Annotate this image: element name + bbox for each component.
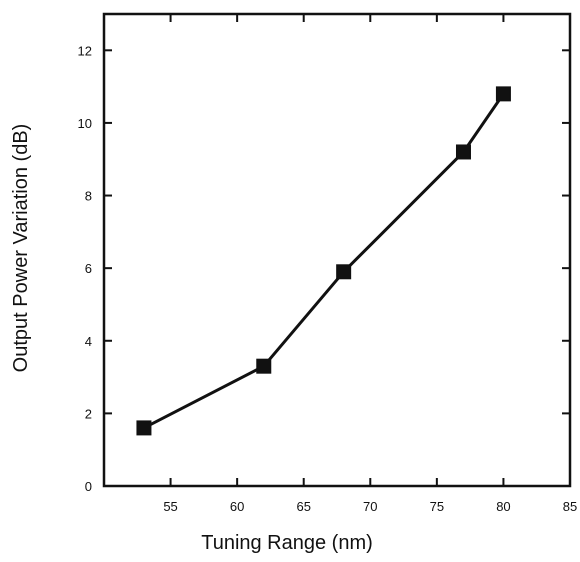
data-markers — [136, 86, 511, 436]
data-point-0-0 — [136, 420, 152, 436]
y-tick-label-8: 8 — [85, 189, 92, 204]
x-axis-title: Tuning Range (nm) — [201, 532, 373, 554]
x-tick-label-70: 70 — [363, 499, 377, 514]
y-tick-label-6: 6 — [85, 261, 92, 276]
data-point-0-3 — [455, 144, 471, 160]
axis-tick-labels: 55 60 65 70 75 80 85 0 2 4 6 8 10 12 — [78, 43, 578, 514]
data-point-0-1 — [256, 358, 272, 374]
y-tick-label-12: 12 — [78, 43, 92, 58]
data-point-0-4 — [495, 86, 511, 102]
x-tick-label-85: 85 — [563, 499, 577, 514]
y-tick-label-10: 10 — [78, 116, 92, 131]
y-tick-label-2: 2 — [85, 406, 92, 421]
axis-ticks — [104, 14, 571, 487]
x-tick-label-55: 55 — [163, 499, 177, 514]
plot-frame-border — [102, 12, 572, 488]
data-series — [142, 92, 505, 430]
data-point-0-2 — [336, 264, 352, 280]
x-tick-label-80: 80 — [496, 499, 510, 514]
series-line-0 — [142, 92, 505, 430]
plot-frame — [102, 12, 572, 488]
y-axis-title: Output Power Variation (dB) — [10, 124, 32, 373]
y-tick-label-0: 0 — [85, 479, 92, 494]
y-tick-label-4: 4 — [85, 334, 92, 349]
x-tick-label-65: 65 — [296, 499, 310, 514]
x-tick-label-60: 60 — [230, 499, 244, 514]
x-tick-label-75: 75 — [430, 499, 444, 514]
